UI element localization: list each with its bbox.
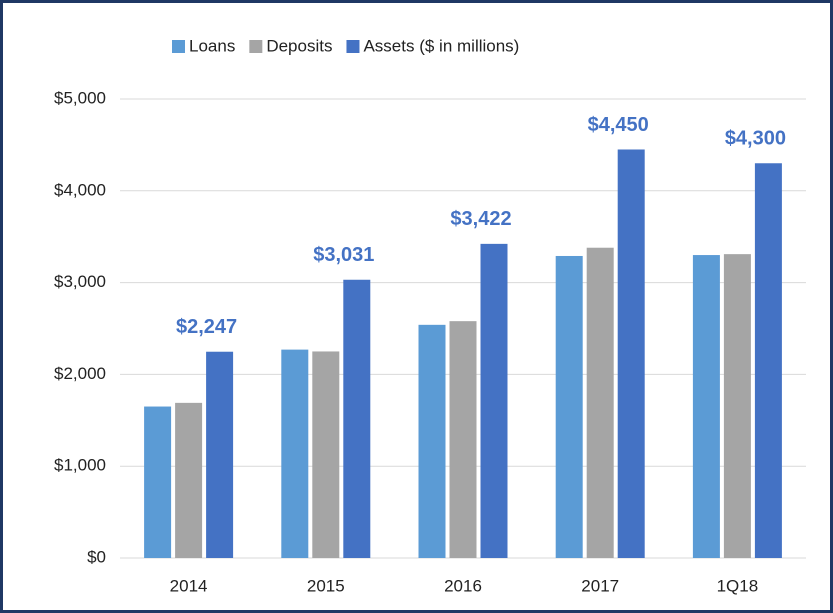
x-tick-label: 1Q18 <box>717 576 759 595</box>
bar <box>144 406 172 558</box>
bar <box>418 324 446 558</box>
legend-swatch <box>172 40 185 53</box>
bar <box>723 254 751 558</box>
legend-label: Assets ($ in millions) <box>363 36 519 55</box>
value-label: $4,300 <box>725 128 786 150</box>
bar <box>692 255 720 558</box>
legend-label: Loans <box>189 36 235 55</box>
bar <box>312 351 340 558</box>
y-tick-label: $5,000 <box>54 88 106 107</box>
legend-swatch <box>249 40 263 53</box>
value-label: $3,422 <box>450 208 511 230</box>
bar <box>175 402 203 558</box>
y-tick-label: $1,000 <box>54 456 106 475</box>
bar <box>480 243 508 558</box>
bar <box>555 255 583 558</box>
y-tick-label: $3,000 <box>54 272 106 291</box>
bar <box>343 279 371 558</box>
x-tick-label: 2015 <box>307 576 345 595</box>
bar <box>206 351 234 558</box>
bar <box>754 163 782 558</box>
y-tick-label: $0 <box>87 547 106 566</box>
bar <box>281 349 309 558</box>
x-tick-label: 2016 <box>444 576 482 595</box>
x-tick-label: 2017 <box>581 576 619 595</box>
legend-label: Deposits <box>266 36 332 55</box>
bar <box>586 247 614 558</box>
y-tick-label: $2,000 <box>54 364 106 383</box>
legend-swatch <box>346 40 360 53</box>
value-label: $3,031 <box>313 244 374 266</box>
value-label: $4,450 <box>588 114 649 136</box>
x-tick-label: 2014 <box>170 576 208 595</box>
bar <box>617 149 645 559</box>
bar <box>449 321 477 558</box>
value-label: $2,247 <box>176 316 237 338</box>
y-tick-label: $4,000 <box>54 180 106 199</box>
